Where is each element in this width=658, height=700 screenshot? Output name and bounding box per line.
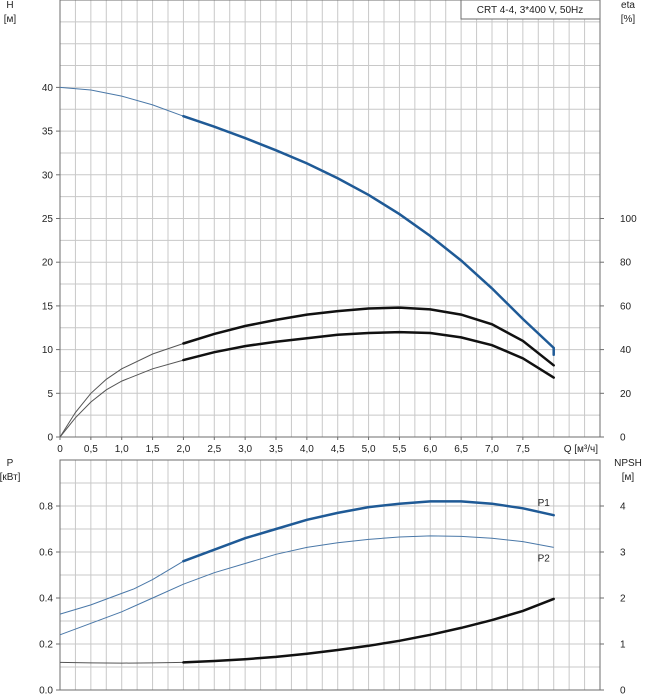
series-line-npsh-thin xyxy=(59,661,184,664)
plot-frame xyxy=(59,459,601,691)
series-line-head xyxy=(182,114,555,357)
series-line-P1-thin xyxy=(59,560,184,615)
y-right-axis-unit: [м] xyxy=(622,472,635,483)
series-line-P1 xyxy=(182,500,555,563)
x-axis-title: Q [м³/ч] xyxy=(564,444,599,455)
series-line-head-thin xyxy=(59,86,184,117)
x-tick-label: 3,0 xyxy=(238,444,252,455)
y-right-tick-label: 2 xyxy=(620,594,626,605)
y-left-tick-label: 10 xyxy=(42,345,54,356)
x-tick-label: 2,5 xyxy=(207,444,221,455)
x-tick-label: 6,5 xyxy=(454,444,468,455)
series-line-npsh xyxy=(182,597,555,664)
y-right-tick-label: 1 xyxy=(620,640,626,651)
y-left-tick-label: 40 xyxy=(42,83,54,94)
series-line-P2-thin xyxy=(59,535,554,636)
x-tick-label: 5,0 xyxy=(362,444,376,455)
y-left-tick-label: 0.6 xyxy=(39,548,53,559)
x-tick-label: 2,0 xyxy=(176,444,190,455)
x-tick-label: 4,0 xyxy=(300,444,314,455)
y-right-axis-title: eta xyxy=(621,0,635,11)
x-tick-label: 0,5 xyxy=(84,444,98,455)
y-left-tick-label: 5 xyxy=(47,389,53,400)
legend-box: CRT 4-4, 3*400 V, 50Hz xyxy=(460,0,601,20)
series-label-P1: P1 xyxy=(538,498,551,509)
series-line-eta_upper xyxy=(182,306,555,367)
x-tick-label: 3,5 xyxy=(269,444,283,455)
series-line-eta_lower xyxy=(182,330,555,379)
y-right-tick-label: 100 xyxy=(620,214,637,225)
x-tick-label: 7,0 xyxy=(485,444,499,455)
y-right-tick-label: 20 xyxy=(620,389,632,400)
x-tick-label: 1,5 xyxy=(146,444,160,455)
y-right-tick-label: 3 xyxy=(620,548,626,559)
y-right-tick-label: 4 xyxy=(620,502,626,513)
y-left-tick-label: 0 xyxy=(47,433,53,444)
x-tick-label: 4,5 xyxy=(331,444,345,455)
y-left-axis-unit: [кВт] xyxy=(0,472,21,483)
series-line-eta_lower-thin xyxy=(59,359,184,438)
x-tick-label: 1,0 xyxy=(115,444,129,455)
y-right-axis-unit: [%] xyxy=(621,14,636,25)
y-left-tick-label: 0.4 xyxy=(39,594,53,605)
series-label-P2: P2 xyxy=(538,553,551,564)
y-left-tick-label: 30 xyxy=(42,170,54,181)
y-right-tick-label: 0 xyxy=(620,433,626,444)
y-left-axis-title: P xyxy=(7,458,14,469)
x-tick-label: 5,5 xyxy=(392,444,406,455)
y-left-tick-label: 15 xyxy=(42,301,54,312)
y-left-tick-label: 0.0 xyxy=(39,686,53,697)
y-right-axis-title: NPSH xyxy=(614,458,642,469)
x-tick-label: 0 xyxy=(57,444,63,455)
upper-panel: 0 5 10 15 20 25 30 35 40 0 20 40 60 80 100 H [м] eta [%] 0 0… xyxy=(4,0,637,455)
y-right-tick-label: 0 xyxy=(620,686,626,697)
y-left-tick-label: 0.2 xyxy=(39,640,53,651)
y-left-tick-label: 0.8 xyxy=(39,502,53,513)
y-right-tick-label: 80 xyxy=(620,258,632,269)
x-tick-label: 7,5 xyxy=(516,444,530,455)
y-left-axis-unit: [м] xyxy=(4,14,17,25)
y-right-tick-label: 40 xyxy=(620,345,632,356)
x-tick-label: 6,0 xyxy=(423,444,437,455)
lower-panel: 0.0 0.2 0.4 0.6 0.8 0 1 2 3 4 P [кВт] NPSH [м] P1 P2 xyxy=(0,458,642,697)
y-left-axis-title: H xyxy=(6,0,13,11)
y-left-tick-label: 20 xyxy=(42,258,54,269)
y-right-tick-label: 60 xyxy=(620,301,632,312)
y-left-tick-label: 25 xyxy=(42,214,54,225)
series-line-eta_upper-thin xyxy=(59,343,184,438)
y-left-tick-label: 35 xyxy=(42,127,54,138)
legend-text: CRT 4-4, 3*400 V, 50Hz xyxy=(477,5,584,16)
